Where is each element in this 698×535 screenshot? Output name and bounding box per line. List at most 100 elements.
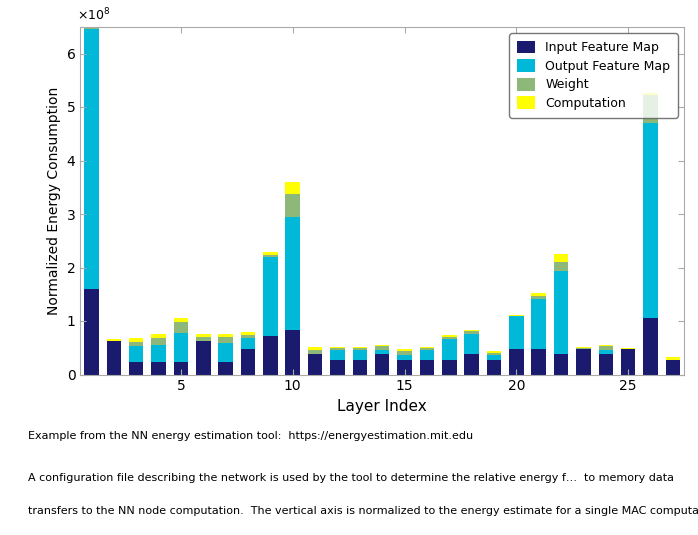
Bar <box>487 353 501 355</box>
Bar <box>285 330 300 374</box>
Bar <box>554 262 568 271</box>
Bar <box>330 360 345 374</box>
Bar <box>397 355 412 360</box>
Bar <box>419 347 434 348</box>
Bar <box>151 334 166 338</box>
Bar <box>330 350 345 360</box>
Bar <box>129 346 144 362</box>
Bar <box>263 257 278 336</box>
Bar <box>598 350 613 354</box>
Bar <box>352 347 367 348</box>
Bar <box>531 349 546 374</box>
Bar <box>509 316 524 349</box>
Bar <box>419 360 434 374</box>
Text: Example from the NN energy estimation tool:  https://energyestimation.mit.edu: Example from the NN energy estimation to… <box>28 431 473 441</box>
Bar <box>330 347 345 348</box>
Bar <box>241 332 255 335</box>
Bar <box>375 345 389 346</box>
Bar <box>509 315 524 316</box>
Bar <box>598 345 613 346</box>
Bar <box>218 337 233 343</box>
Bar <box>397 351 412 355</box>
Bar <box>375 354 389 374</box>
Bar <box>218 362 233 374</box>
Bar <box>285 217 300 330</box>
Bar <box>308 347 322 350</box>
Bar <box>531 296 546 299</box>
Bar <box>666 360 680 374</box>
Bar <box>397 360 412 374</box>
Bar <box>375 350 389 354</box>
X-axis label: Layer Index: Layer Index <box>337 399 427 414</box>
Bar <box>487 360 501 374</box>
Bar <box>129 342 144 346</box>
Bar <box>487 351 501 353</box>
Bar <box>308 354 322 374</box>
Bar <box>285 182 300 194</box>
Bar <box>419 348 434 350</box>
Bar <box>263 336 278 374</box>
Bar <box>464 331 479 334</box>
Bar <box>464 330 479 331</box>
Bar <box>84 29 98 289</box>
Bar <box>464 354 479 374</box>
Bar <box>84 289 98 374</box>
Bar <box>196 334 211 337</box>
Bar <box>487 355 501 360</box>
Bar <box>352 348 367 350</box>
Bar <box>509 349 524 374</box>
Bar <box>621 349 635 374</box>
Bar <box>151 345 166 362</box>
Bar <box>107 339 121 341</box>
Bar <box>241 335 255 338</box>
Bar <box>554 254 568 262</box>
Bar <box>598 346 613 350</box>
Bar <box>196 341 211 374</box>
Bar <box>308 350 322 354</box>
Bar <box>241 338 255 349</box>
Bar <box>576 348 591 349</box>
Bar <box>218 334 233 337</box>
Bar <box>644 93 658 95</box>
Text: A configuration file describing the network is used by the tool to determine the: A configuration file describing the netw… <box>28 473 674 484</box>
Legend: Input Feature Map, Output Feature Map, Weight, Computation: Input Feature Map, Output Feature Map, W… <box>509 33 678 118</box>
Bar <box>218 343 233 362</box>
Bar <box>330 348 345 350</box>
Bar <box>621 348 635 349</box>
Bar <box>397 349 412 351</box>
Bar <box>554 354 568 374</box>
Bar <box>598 354 613 374</box>
Bar <box>285 194 300 217</box>
Bar <box>644 95 658 123</box>
Bar <box>442 360 456 374</box>
Bar <box>442 339 456 360</box>
Bar <box>576 349 591 374</box>
Bar <box>129 362 144 374</box>
Bar <box>241 349 255 374</box>
Bar <box>666 357 680 360</box>
Bar <box>644 123 658 318</box>
Bar <box>352 360 367 374</box>
Bar <box>107 341 121 374</box>
Bar <box>151 338 166 345</box>
Bar <box>442 335 456 337</box>
Bar <box>263 252 278 255</box>
Bar <box>84 0 98 29</box>
Y-axis label: Normalized Energy Consumption: Normalized Energy Consumption <box>47 87 61 315</box>
Text: $\times10^8$: $\times10^8$ <box>77 6 111 23</box>
Bar <box>419 350 434 360</box>
Bar <box>554 271 568 354</box>
Bar <box>263 255 278 257</box>
Bar <box>129 338 144 342</box>
Bar <box>352 350 367 360</box>
Bar <box>442 337 456 339</box>
Bar <box>151 362 166 374</box>
Bar <box>174 318 188 322</box>
Text: transfers to the NN node computation.  The vertical axis is normalized to the en: transfers to the NN node computation. Th… <box>28 506 698 516</box>
Bar <box>196 337 211 341</box>
Bar <box>174 333 188 362</box>
Bar <box>174 362 188 374</box>
Bar <box>644 318 658 374</box>
Bar <box>174 322 188 333</box>
Bar <box>576 347 591 348</box>
